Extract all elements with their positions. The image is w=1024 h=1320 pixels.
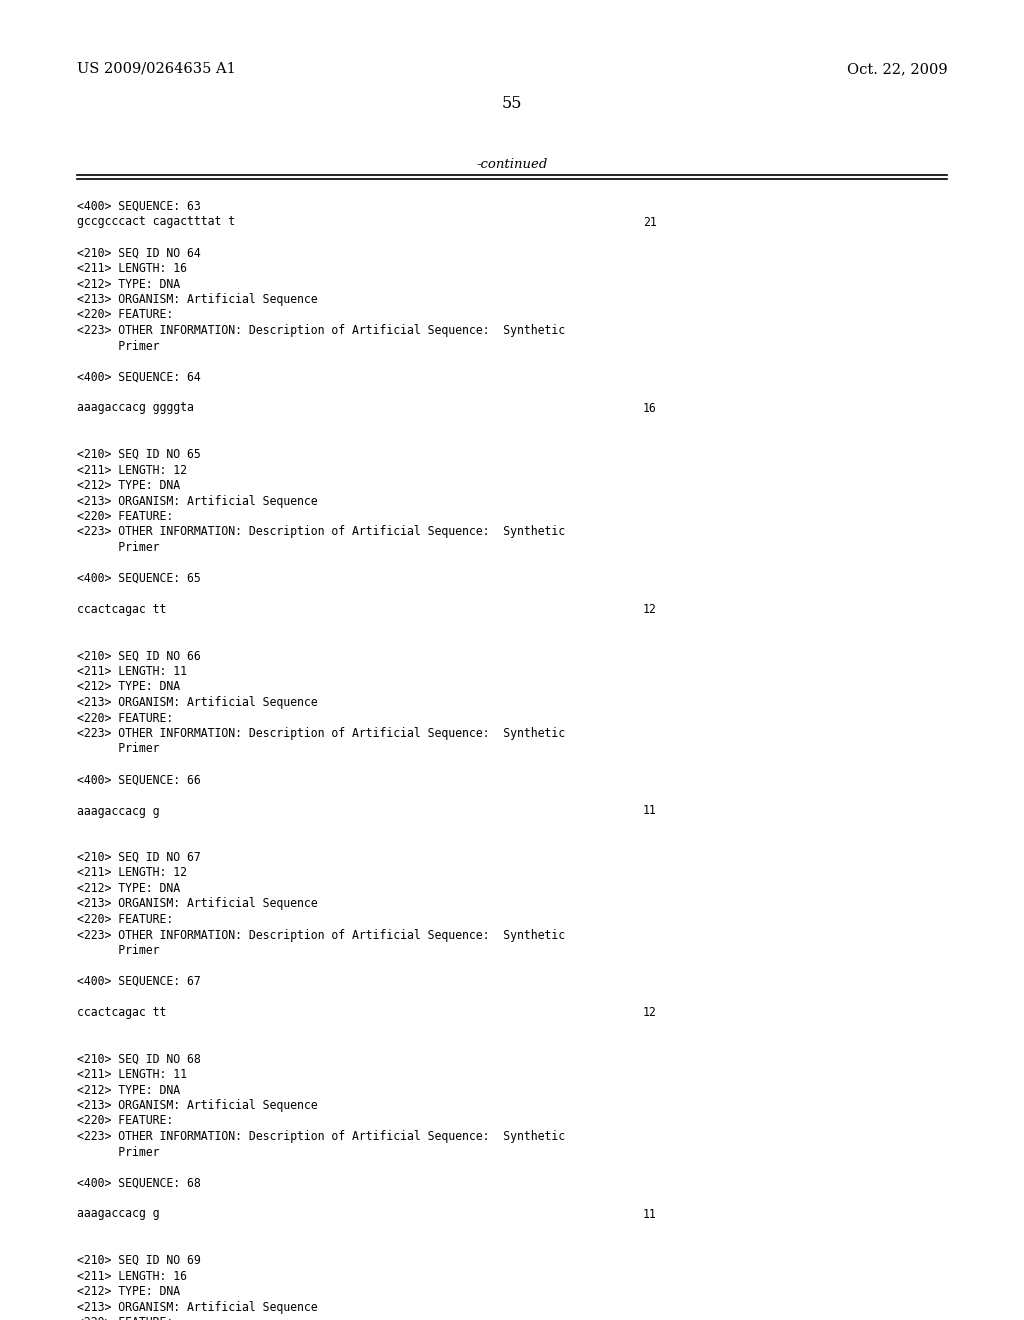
Text: <213> ORGANISM: Artificial Sequence: <213> ORGANISM: Artificial Sequence — [77, 1100, 317, 1111]
Text: 21: 21 — [643, 215, 656, 228]
Text: <400> SEQUENCE: 66: <400> SEQUENCE: 66 — [77, 774, 201, 787]
Text: <213> ORGANISM: Artificial Sequence: <213> ORGANISM: Artificial Sequence — [77, 696, 317, 709]
Text: <223> OTHER INFORMATION: Description of Artificial Sequence:  Synthetic: <223> OTHER INFORMATION: Description of … — [77, 323, 565, 337]
Text: <212> TYPE: DNA: <212> TYPE: DNA — [77, 681, 180, 693]
Text: <400> SEQUENCE: 64: <400> SEQUENCE: 64 — [77, 371, 201, 384]
Text: <220> FEATURE:: <220> FEATURE: — [77, 711, 173, 725]
Text: <211> LENGTH: 11: <211> LENGTH: 11 — [77, 1068, 186, 1081]
Text: <211> LENGTH: 16: <211> LENGTH: 16 — [77, 1270, 186, 1283]
Text: aaagaccacg ggggta: aaagaccacg ggggta — [77, 401, 194, 414]
Text: 55: 55 — [502, 95, 522, 112]
Text: US 2009/0264635 A1: US 2009/0264635 A1 — [77, 62, 236, 77]
Text: <212> TYPE: DNA: <212> TYPE: DNA — [77, 1084, 180, 1097]
Text: <210> SEQ ID NO 67: <210> SEQ ID NO 67 — [77, 851, 201, 865]
Text: Primer: Primer — [77, 742, 160, 755]
Text: <223> OTHER INFORMATION: Description of Artificial Sequence:  Synthetic: <223> OTHER INFORMATION: Description of … — [77, 1130, 565, 1143]
Text: <220> FEATURE:: <220> FEATURE: — [77, 1316, 173, 1320]
Text: <213> ORGANISM: Artificial Sequence: <213> ORGANISM: Artificial Sequence — [77, 1300, 317, 1313]
Text: <223> OTHER INFORMATION: Description of Artificial Sequence:  Synthetic: <223> OTHER INFORMATION: Description of … — [77, 525, 565, 539]
Text: <220> FEATURE:: <220> FEATURE: — [77, 510, 173, 523]
Text: <211> LENGTH: 11: <211> LENGTH: 11 — [77, 665, 186, 678]
Text: <213> ORGANISM: Artificial Sequence: <213> ORGANISM: Artificial Sequence — [77, 495, 317, 507]
Text: Primer: Primer — [77, 944, 160, 957]
Text: <210> SEQ ID NO 65: <210> SEQ ID NO 65 — [77, 447, 201, 461]
Text: aaagaccacg g: aaagaccacg g — [77, 1208, 160, 1221]
Text: gccgcccact cagactttat t: gccgcccact cagactttat t — [77, 215, 234, 228]
Text: <213> ORGANISM: Artificial Sequence: <213> ORGANISM: Artificial Sequence — [77, 898, 317, 911]
Text: <220> FEATURE:: <220> FEATURE: — [77, 913, 173, 927]
Text: <400> SEQUENCE: 68: <400> SEQUENCE: 68 — [77, 1176, 201, 1189]
Text: 12: 12 — [643, 1006, 656, 1019]
Text: <211> LENGTH: 12: <211> LENGTH: 12 — [77, 866, 186, 879]
Text: <210> SEQ ID NO 64: <210> SEQ ID NO 64 — [77, 247, 201, 260]
Text: <212> TYPE: DNA: <212> TYPE: DNA — [77, 277, 180, 290]
Text: 11: 11 — [643, 804, 656, 817]
Text: <210> SEQ ID NO 69: <210> SEQ ID NO 69 — [77, 1254, 201, 1267]
Text: aaagaccacg g: aaagaccacg g — [77, 804, 160, 817]
Text: ccactcagac tt: ccactcagac tt — [77, 1006, 166, 1019]
Text: <220> FEATURE:: <220> FEATURE: — [77, 1114, 173, 1127]
Text: 12: 12 — [643, 603, 656, 616]
Text: <212> TYPE: DNA: <212> TYPE: DNA — [77, 479, 180, 492]
Text: 16: 16 — [643, 401, 656, 414]
Text: <400> SEQUENCE: 65: <400> SEQUENCE: 65 — [77, 572, 201, 585]
Text: <213> ORGANISM: Artificial Sequence: <213> ORGANISM: Artificial Sequence — [77, 293, 317, 306]
Text: <212> TYPE: DNA: <212> TYPE: DNA — [77, 882, 180, 895]
Text: <210> SEQ ID NO 66: <210> SEQ ID NO 66 — [77, 649, 201, 663]
Text: Oct. 22, 2009: Oct. 22, 2009 — [847, 62, 947, 77]
Text: Primer: Primer — [77, 1146, 160, 1159]
Text: ccactcagac tt: ccactcagac tt — [77, 603, 166, 616]
Text: <212> TYPE: DNA: <212> TYPE: DNA — [77, 1284, 180, 1298]
Text: <211> LENGTH: 12: <211> LENGTH: 12 — [77, 463, 186, 477]
Text: <210> SEQ ID NO 68: <210> SEQ ID NO 68 — [77, 1052, 201, 1065]
Text: <220> FEATURE:: <220> FEATURE: — [77, 309, 173, 322]
Text: Primer: Primer — [77, 541, 160, 554]
Text: -continued: -continued — [476, 158, 548, 172]
Text: <400> SEQUENCE: 63: <400> SEQUENCE: 63 — [77, 201, 201, 213]
Text: <223> OTHER INFORMATION: Description of Artificial Sequence:  Synthetic: <223> OTHER INFORMATION: Description of … — [77, 928, 565, 941]
Text: Primer: Primer — [77, 339, 160, 352]
Text: 11: 11 — [643, 1208, 656, 1221]
Text: <223> OTHER INFORMATION: Description of Artificial Sequence:  Synthetic: <223> OTHER INFORMATION: Description of … — [77, 727, 565, 741]
Text: <400> SEQUENCE: 67: <400> SEQUENCE: 67 — [77, 975, 201, 987]
Text: <211> LENGTH: 16: <211> LENGTH: 16 — [77, 261, 186, 275]
